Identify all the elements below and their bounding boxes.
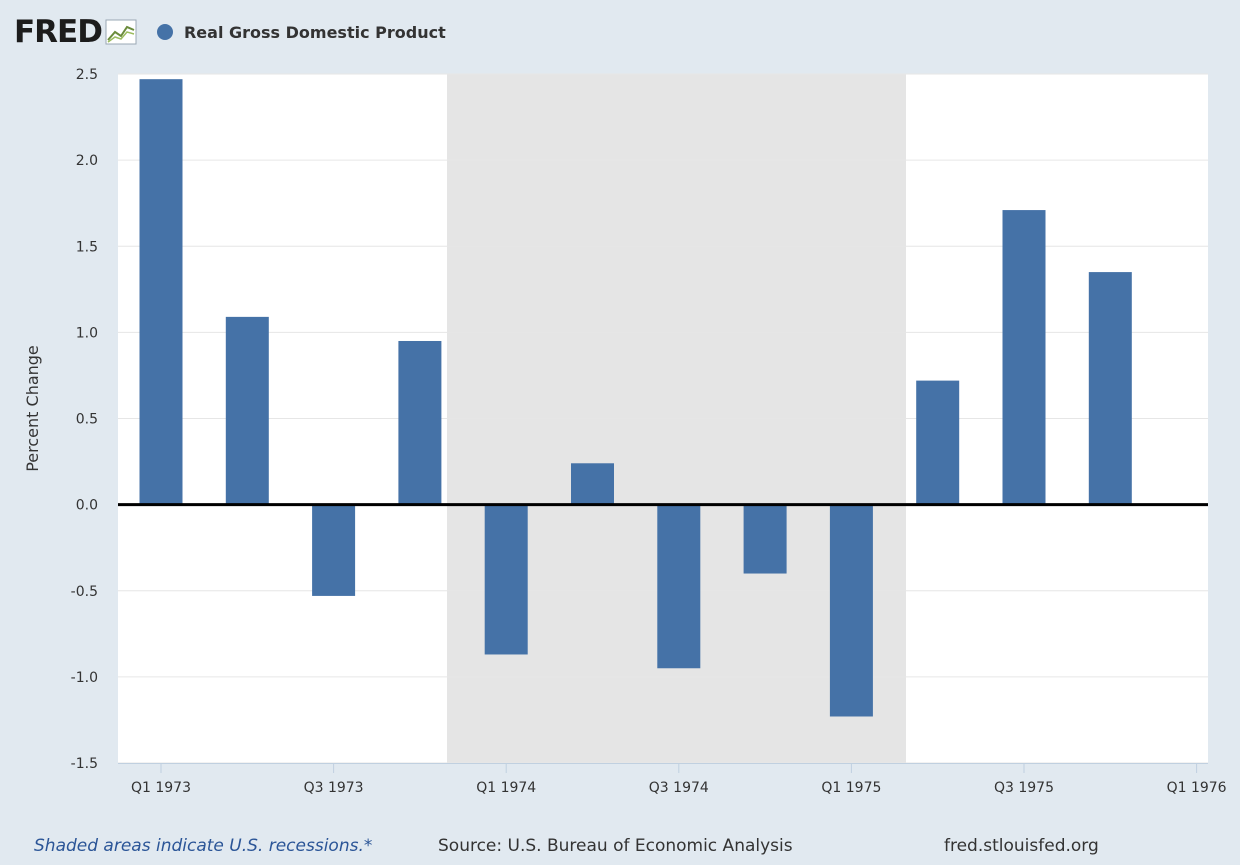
x-tick-label: Q3 1975: [994, 780, 1054, 796]
bar: [1002, 210, 1046, 505]
y-tick-label: 2.0: [76, 153, 98, 169]
x-tick-label: Q3 1974: [649, 780, 709, 796]
x-tick-label: Q1 1974: [476, 780, 536, 796]
legend-marker: [156, 24, 173, 40]
y-axis-label: Percent Change: [23, 345, 42, 472]
bar: [657, 504, 701, 669]
chart-header: FRED Real Gross Domestic Product: [14, 12, 446, 52]
chart-legend[interactable]: Real Gross Domestic Product: [156, 22, 446, 42]
line-chart-icon: [105, 19, 137, 45]
bar: [312, 504, 356, 596]
x-tick-label: Q1 1976: [1167, 780, 1227, 796]
fred-logo-text: FRED: [14, 14, 103, 50]
bar: [916, 380, 960, 505]
y-tick-label: -0.5: [71, 584, 98, 600]
bar: [484, 504, 528, 655]
bar: [398, 340, 442, 505]
y-tick-label: -1.5: [71, 756, 98, 772]
y-tick-label: 2.5: [76, 67, 98, 83]
bar: [1088, 272, 1132, 505]
recession-note[interactable]: Shaded areas indicate U.S. recessions.*: [34, 836, 373, 856]
y-tick-label: 0.5: [76, 412, 98, 428]
x-tick-label: Q1 1973: [131, 780, 191, 796]
bar: [225, 316, 269, 505]
site-link[interactable]: fred.stlouisfed.org: [944, 836, 1099, 856]
bar: [743, 504, 787, 574]
source-text: Source: U.S. Bureau of Economic Analysis: [438, 836, 793, 856]
legend-label: Real Gross Domestic Product: [183, 22, 446, 42]
y-tick-label: 1.0: [76, 325, 98, 341]
bar: [829, 504, 873, 717]
x-tick-label: Q3 1973: [304, 780, 364, 796]
bar: [139, 79, 183, 505]
y-tick-label: 1.5: [76, 239, 98, 255]
fred-logo[interactable]: FRED: [14, 14, 137, 50]
x-tick-label: Q1 1975: [821, 780, 881, 796]
bar: [571, 463, 614, 505]
y-tick-label: -1.0: [71, 670, 98, 686]
y-tick-label: 0.0: [76, 498, 98, 514]
